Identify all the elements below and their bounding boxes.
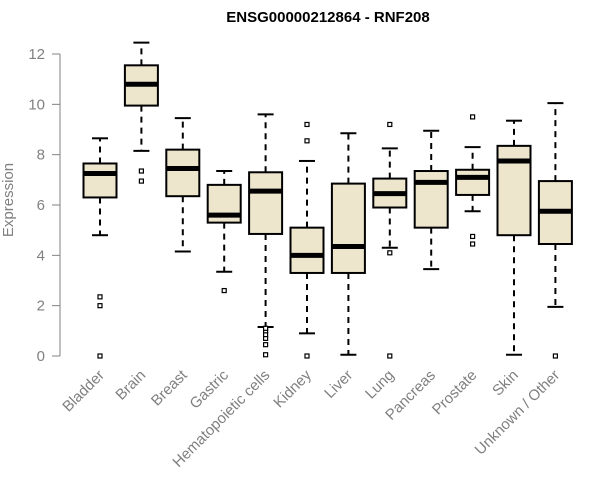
x-tick-label: Bladder xyxy=(59,367,108,416)
boxes xyxy=(82,41,573,359)
x-tick-label: Brain xyxy=(112,367,149,404)
y-tick-label: 12 xyxy=(28,46,45,63)
y-tick-label: 8 xyxy=(37,147,45,164)
box-prostate xyxy=(455,114,491,247)
outlier-point xyxy=(138,168,144,174)
box-iqr xyxy=(330,182,366,274)
box-iqr xyxy=(82,162,118,199)
box-iqr xyxy=(413,170,449,229)
outlier-point xyxy=(552,353,559,359)
box-gastric xyxy=(206,170,242,294)
box-skin xyxy=(496,119,532,356)
box-bladder xyxy=(82,137,118,359)
box-brain xyxy=(123,41,159,184)
x-tick-label: Lung xyxy=(362,367,398,403)
box-pancreas xyxy=(413,129,449,271)
box-iqr xyxy=(248,171,284,235)
x-tick-label: Liver xyxy=(321,367,356,402)
box-iqr xyxy=(455,168,491,196)
chart-title: ENSG00000212864 - RNF208 xyxy=(226,9,429,26)
outlier-point xyxy=(97,303,103,309)
box-unknown-other xyxy=(537,102,573,359)
outlier-point xyxy=(263,342,269,348)
box-iqr xyxy=(165,148,201,198)
outlier-point xyxy=(138,178,144,184)
y-tick-label: 2 xyxy=(37,298,45,315)
outlier-point xyxy=(263,325,269,331)
x-tick-label: Kidney xyxy=(270,366,315,411)
outlier-point xyxy=(470,114,476,120)
y-axis-ticks: 0 2 4 6 8 10 12 xyxy=(28,46,60,365)
outlier-point xyxy=(304,121,310,128)
outlier-point xyxy=(387,250,393,256)
x-tick-label: Breast xyxy=(148,366,191,409)
outlier-point xyxy=(387,353,393,359)
x-tick-label: Prostate xyxy=(429,367,481,419)
outlier-point xyxy=(97,294,103,300)
y-axis-title: Expression xyxy=(0,163,17,237)
y-tick-label: 4 xyxy=(37,247,45,264)
outlier-point xyxy=(263,352,269,358)
outlier-point xyxy=(470,233,476,240)
y-tick-label: 10 xyxy=(28,96,45,113)
box-breast xyxy=(165,117,201,253)
box-liver xyxy=(330,132,366,356)
outlier-point xyxy=(470,241,476,247)
y-tick-label: 0 xyxy=(37,348,45,365)
outlier-point xyxy=(304,138,310,144)
y-tick-label: 6 xyxy=(37,197,45,214)
outlier-point xyxy=(97,353,103,359)
box-kidney xyxy=(289,121,325,359)
outlier-point xyxy=(304,353,310,359)
box-lung xyxy=(372,121,408,359)
box-iqr xyxy=(289,226,325,274)
box-hematopoietic-cells xyxy=(248,113,284,358)
outlier-point xyxy=(221,287,227,294)
x-tick-label: Skin xyxy=(489,367,522,400)
outlier-point xyxy=(387,121,393,128)
